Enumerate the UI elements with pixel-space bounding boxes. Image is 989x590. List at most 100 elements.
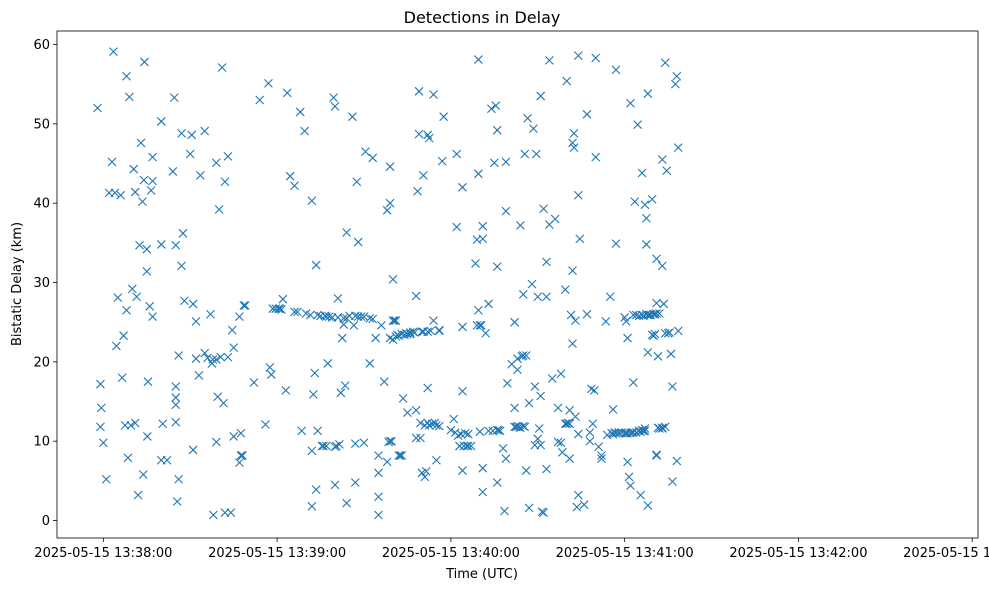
data-point — [636, 490, 645, 500]
data-point — [472, 320, 482, 330]
data-point — [349, 320, 359, 330]
data-point — [180, 296, 189, 306]
data-point — [410, 328, 420, 337]
data-point — [226, 508, 236, 517]
data-point — [623, 457, 632, 467]
data-point — [665, 328, 674, 337]
data-point — [565, 454, 575, 464]
data-point — [311, 260, 321, 270]
data-point — [524, 398, 534, 408]
data-point — [662, 166, 672, 176]
data-point — [330, 480, 340, 490]
y-tick-label: 40 — [33, 197, 50, 212]
data-point — [571, 412, 580, 421]
data-point — [530, 382, 540, 391]
data-point — [571, 316, 580, 325]
data-point — [547, 374, 557, 383]
data-point — [643, 89, 653, 99]
data-point — [521, 466, 531, 475]
y-tick-label: 10 — [33, 435, 50, 450]
data-point — [429, 316, 438, 325]
data-point — [107, 157, 117, 167]
data-point — [194, 370, 204, 380]
data-point — [521, 351, 531, 360]
data-point — [492, 262, 502, 272]
data-point — [136, 138, 146, 148]
data-point — [608, 405, 618, 414]
x-axis: 2025-05-15 13:38:00 2025-05-15 13:39:00 20… — [34, 538, 989, 561]
data-point — [529, 124, 538, 133]
data-point — [650, 329, 660, 339]
data-point — [188, 445, 198, 455]
data-point — [174, 351, 184, 360]
data-point — [434, 326, 444, 336]
data-point — [156, 117, 166, 126]
data-point — [306, 310, 315, 320]
data-point — [550, 214, 560, 224]
data-point — [395, 451, 405, 460]
data-point — [290, 181, 299, 191]
data-point — [206, 309, 215, 319]
data-point — [418, 327, 428, 337]
data-point — [123, 453, 133, 463]
data-point — [641, 240, 651, 249]
data-point — [640, 424, 650, 433]
data-point — [536, 391, 546, 401]
data-point — [640, 200, 650, 210]
data-point — [122, 71, 131, 81]
data-point — [308, 390, 318, 399]
data-point — [403, 329, 412, 339]
data-point — [414, 86, 424, 96]
data-point — [652, 254, 661, 264]
data-point — [591, 152, 601, 162]
data-point — [670, 79, 680, 89]
y-tick-label: 30 — [33, 276, 50, 291]
data-point — [640, 426, 650, 436]
data-point — [573, 51, 583, 60]
data-point — [390, 316, 399, 325]
data-point — [388, 316, 398, 325]
data-point — [460, 428, 470, 438]
data-point — [421, 466, 431, 476]
data-point — [255, 95, 265, 105]
data-point — [158, 419, 168, 429]
data-point — [568, 339, 577, 348]
data-point — [340, 381, 350, 391]
data-point — [673, 326, 683, 336]
data-point — [572, 502, 582, 512]
data-point — [135, 240, 144, 250]
data-point — [652, 450, 661, 460]
data-point — [556, 438, 566, 448]
data-point — [655, 424, 664, 433]
y-tick-label: 0 — [42, 514, 50, 529]
data-point — [588, 419, 598, 429]
data-point — [579, 500, 589, 510]
data-point — [434, 421, 444, 431]
data-point — [458, 466, 467, 475]
data-point — [475, 320, 485, 330]
data-point — [611, 239, 621, 249]
data-point — [536, 440, 546, 450]
data-point — [542, 464, 551, 474]
data-point — [332, 441, 341, 451]
data-point — [478, 463, 488, 473]
data-point — [420, 472, 430, 482]
data-point — [568, 266, 577, 276]
data-point — [229, 343, 239, 352]
data-point — [411, 291, 421, 301]
data-point — [627, 428, 637, 437]
data-point — [484, 299, 493, 309]
data-point — [657, 423, 667, 433]
data-point — [398, 393, 408, 403]
data-point — [523, 113, 533, 123]
data-point — [177, 261, 186, 271]
data-point — [237, 451, 247, 460]
data-point — [498, 443, 508, 453]
data-point — [138, 470, 148, 479]
data-point — [143, 377, 153, 387]
data-point — [274, 304, 283, 314]
data-point — [597, 454, 606, 464]
data-point — [374, 451, 383, 460]
data-point — [342, 228, 352, 237]
